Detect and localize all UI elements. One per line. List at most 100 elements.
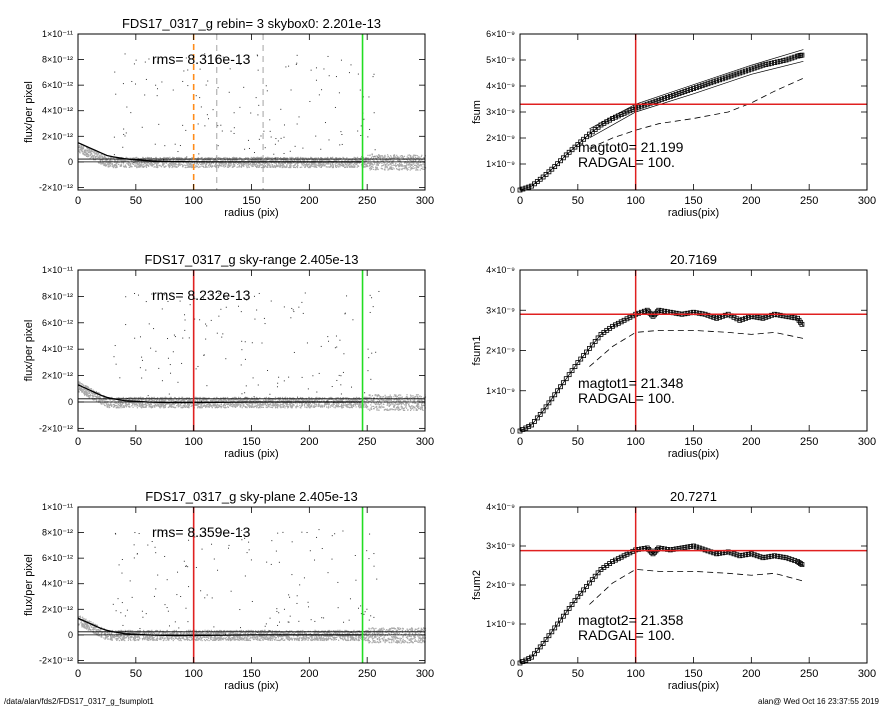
data-point [113,406,115,408]
data-point [178,403,180,406]
data-point [272,404,274,406]
data-point [186,164,188,166]
data-point [78,388,80,390]
data-point [156,404,159,406]
data-point [396,399,398,401]
data-point [419,397,421,399]
data-point [370,399,372,401]
data-point [382,396,385,398]
data-point [220,162,222,164]
data-point [234,164,236,166]
data-point [346,406,348,408]
outlier-point [124,53,126,55]
data-point [214,165,216,167]
fsum-marker [720,76,725,82]
data-point [94,155,96,157]
data-point [148,397,151,399]
data-point [117,161,119,164]
data-point [83,152,85,154]
outlier-point [157,88,159,90]
data-point [359,159,361,161]
data-point [217,165,220,167]
data-point [385,409,387,411]
data-point [173,163,175,165]
data-point [411,405,414,407]
data-point [284,162,286,164]
data-point [305,406,307,408]
data-point [327,162,329,164]
data-point [390,157,392,160]
data-point [421,402,423,405]
data-point [329,406,331,408]
data-point [109,165,111,167]
data-point [343,397,345,399]
data-point [293,162,295,164]
data-point [224,399,226,401]
data-point [197,403,199,405]
data-point [360,158,362,160]
data-point [308,396,310,399]
data-point [276,159,278,162]
data-point [287,406,289,408]
data-point [116,164,118,167]
data-point [147,400,149,402]
data-point [253,159,255,161]
data-point [394,402,396,404]
data-point [186,400,189,402]
data-point [122,397,124,399]
data-point [278,166,281,168]
data-point [343,402,345,404]
radgal-annotation: RADGAL= 100. [578,154,675,170]
outlier-point [273,153,275,155]
data-point [222,164,224,166]
data-point [351,159,353,161]
data-point [417,407,420,409]
data-point [172,406,174,408]
data-point [112,403,114,406]
fsum-marker [560,155,566,161]
data-point [287,400,290,402]
y-tick-label: 1×10⁻⁹ [486,159,515,169]
data-point [276,158,278,161]
data-point [123,159,126,161]
data-point [416,396,419,398]
data-point [299,406,301,408]
data-point [252,162,254,164]
data-point [230,398,232,401]
data-point [382,396,384,398]
data-point [317,405,320,407]
data-point [138,405,140,407]
data-point [171,157,173,160]
data-point [342,165,345,167]
data-point [391,168,394,171]
data-point [190,403,192,405]
data-point [207,405,210,407]
data-point [272,405,275,407]
outlier-point [217,145,219,147]
data-point [79,152,81,154]
data-point [169,399,172,401]
data-point [423,398,426,401]
data-point [342,403,345,405]
data-point [384,400,386,402]
data-point [376,395,378,397]
data-point [395,162,397,165]
data-point [276,403,278,406]
data-point [103,397,105,399]
data-point [228,164,230,167]
data-point [146,402,149,404]
data-point [227,166,230,168]
data-point [111,164,114,166]
data-point [377,161,379,164]
data-point [138,403,141,405]
data-point [371,405,373,408]
data-point [209,160,211,162]
data-point [330,405,332,407]
data-point [183,404,185,407]
data-point [201,165,203,167]
data-point [124,165,126,167]
data-point [173,159,175,161]
data-point [255,159,257,161]
data-point [80,148,82,150]
data-point [393,408,395,411]
